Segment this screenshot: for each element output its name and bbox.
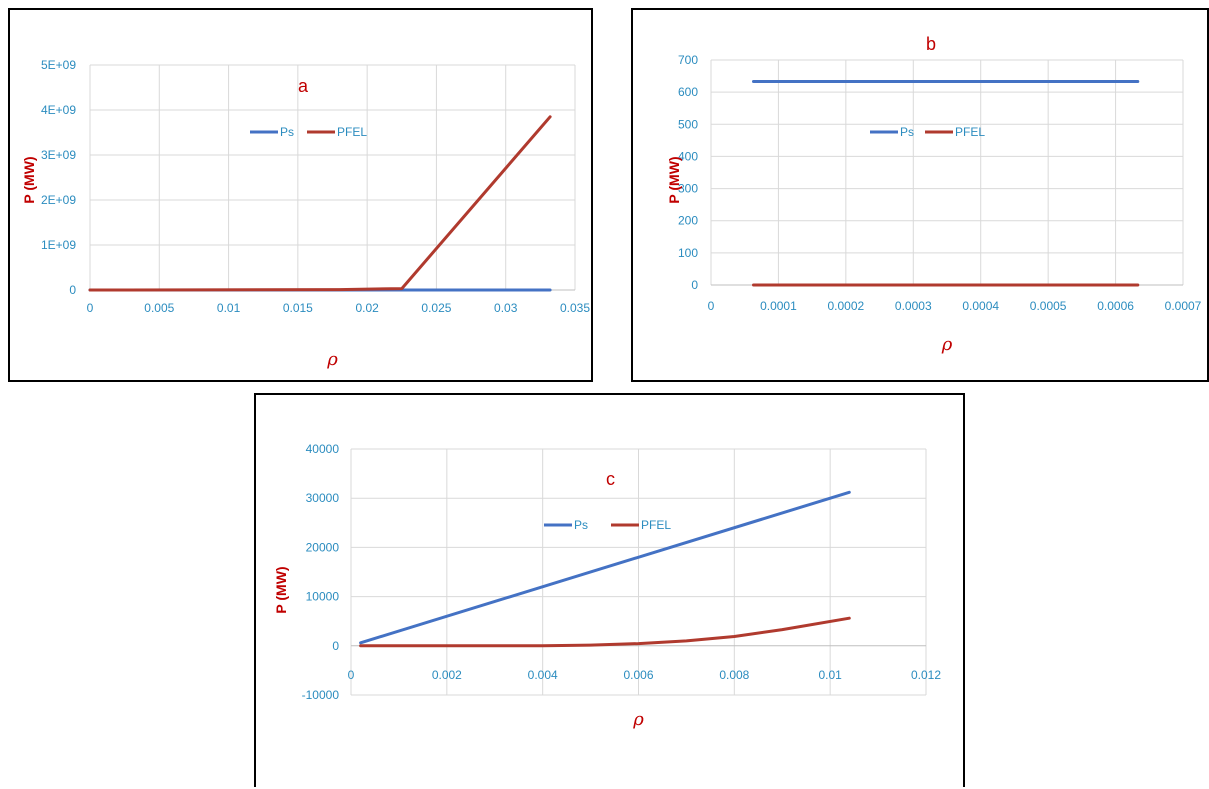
y-tick-label: 3E+09 [41, 148, 76, 162]
x-tick-label: 0.0006 [1097, 299, 1134, 313]
x-tick-label: 0 [87, 301, 94, 315]
legend-label-ps: Ps [900, 125, 914, 139]
y-tick-label: 100 [678, 246, 698, 260]
y-tick-label: 200 [678, 214, 698, 228]
chart-panel-c: 0 0.002 0.004 0.006 0.008 0.01 0.012 -10000 0 100… [254, 393, 965, 787]
x-tick-label: 0.0004 [962, 299, 999, 313]
y-tick-label: 300 [678, 182, 698, 196]
y-tick-label: 700 [678, 53, 698, 67]
x-tick-label: 0.0005 [1030, 299, 1067, 313]
x-tick-label: 0.008 [719, 668, 749, 682]
x-axis-label: ρ [326, 349, 338, 370]
x-tick-label: 0.01 [818, 668, 842, 682]
legend-label-ps: Ps [574, 518, 588, 532]
x-tick-label: 0.0007 [1165, 299, 1202, 313]
y-tick-label: 40000 [306, 442, 340, 456]
legend-label-pfel: PFEL [641, 518, 671, 532]
y-tick-label: 400 [678, 149, 698, 163]
chart-a-svg: 0 0.005 0.01 0.015 0.02 0.025 0.03 0.035 0 1E+09 2… [21, 58, 590, 370]
series-line-pfel [88, 115, 552, 292]
x-tick-label: 0.002 [432, 668, 462, 682]
chart-panel-b: 0 0.0001 0.0002 0.0003 0.0004 0.0005 0.0006 0.0… [631, 8, 1209, 382]
y-tick-label: 2E+09 [41, 193, 76, 207]
y-tick-label: 0 [691, 278, 698, 292]
x-tick-label: 0.01 [217, 301, 241, 315]
x-tick-label: 0.025 [421, 301, 451, 315]
x-tick-label: 0.006 [623, 668, 653, 682]
x-tick-label: 0.015 [283, 301, 313, 315]
y-tick-label: -10000 [302, 688, 340, 702]
y-axis-label: P (MW) [666, 156, 682, 203]
legend-label-pfel: PFEL [955, 125, 985, 139]
x-tick-label: 0.005 [144, 301, 174, 315]
x-tick-label: 0 [348, 668, 355, 682]
y-tick-label: 500 [678, 117, 698, 131]
legend-label-ps: Ps [280, 125, 294, 139]
y-tick-label: 5E+09 [41, 58, 76, 72]
x-tick-label: 0.004 [528, 668, 558, 682]
y-tick-label: 20000 [306, 540, 340, 554]
y-tick-label: 0 [332, 639, 339, 653]
panel-label: c [606, 469, 615, 489]
y-tick-label: 0 [69, 283, 76, 297]
y-axis-label: P (MW) [273, 566, 289, 613]
chart-panel-a: 0 0.005 0.01 0.015 0.02 0.025 0.03 0.035 0 1E+09 2… [8, 8, 593, 382]
panel-label: a [298, 76, 309, 96]
legend-label-pfel: PFEL [337, 125, 367, 139]
series-line-pfel [359, 616, 851, 648]
y-tick-label: 30000 [306, 491, 340, 505]
x-axis-label: ρ [941, 334, 953, 355]
y-tick-label: 10000 [306, 590, 340, 604]
y-tick-label: 600 [678, 85, 698, 99]
x-tick-label: 0.03 [494, 301, 518, 315]
x-tick-label: 0.012 [911, 668, 941, 682]
y-axis-label: P (MW) [21, 156, 37, 203]
y-tick-label: 1E+09 [41, 238, 76, 252]
x-tick-label: 0.02 [355, 301, 379, 315]
series-line-ps [359, 490, 851, 645]
x-tick-label: 0.0002 [828, 299, 865, 313]
y-tick-label: 4E+09 [41, 103, 76, 117]
x-tick-label: 0.0001 [760, 299, 797, 313]
chart-c-svg: 0 0.002 0.004 0.006 0.008 0.01 0.012 -10000 0 100… [273, 442, 941, 730]
panel-label: b [926, 34, 936, 54]
x-tick-label: 0 [708, 299, 715, 313]
x-tick-label: 0.035 [560, 301, 590, 315]
x-axis-label: ρ [632, 709, 644, 730]
chart-b-svg: 0 0.0001 0.0002 0.0003 0.0004 0.0005 0.0006 0.0… [666, 34, 1202, 355]
x-tick-label: 0.0003 [895, 299, 932, 313]
